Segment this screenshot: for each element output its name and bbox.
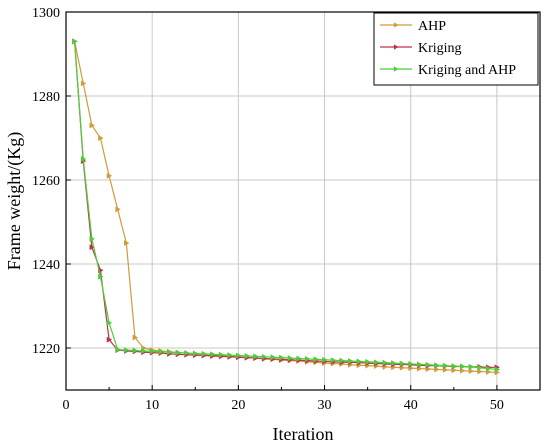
data-point [373,359,380,366]
data-point [115,206,121,213]
data-point [408,360,414,367]
data-point [158,348,164,355]
legend-item: Kriging [380,41,462,56]
data-point [106,172,113,179]
data-point [80,155,87,163]
data-point [460,363,466,370]
data-point [253,353,259,360]
series-kriging-and-ahp [72,38,501,373]
data-point [382,359,388,366]
data-point [468,368,475,375]
data-point [477,364,483,371]
x-tick-label: 40 [404,398,418,413]
data-point [485,365,492,372]
data-point [106,336,113,343]
legend-label: Kriging [418,41,462,56]
axis-ticks: 0 10 20 30 40 50 1220 1240 1260 1280 1300 [32,6,504,413]
data-point [451,363,457,370]
legend: AHP Kriging Kriging and AHP [373,12,539,86]
series-group [72,38,501,376]
data-point [89,122,95,129]
data-point [477,368,483,375]
data-point [270,354,276,361]
data-point [442,366,449,373]
data-point [434,366,440,373]
legend-item: Kriging and AHP [380,63,516,78]
data-point [132,334,139,341]
data-point [115,346,121,353]
series-kriging [72,38,501,371]
legend-label: Kriging and AHP [418,63,516,78]
data-point [149,348,156,355]
data-point [296,355,302,362]
legend-label: AHP [418,19,446,34]
data-point [89,235,95,242]
data-point [98,273,104,280]
data-point [399,360,406,367]
legend-marker [393,66,399,72]
legend-item: AHP [380,19,446,34]
data-point [123,239,130,247]
y-tick-label: 1280 [32,90,60,105]
x-axis-title: Iteration [273,424,334,444]
data-point [468,363,475,370]
data-point [348,357,354,365]
data-point [442,362,449,369]
x-tick-label: 30 [318,398,332,413]
data-point [322,356,328,363]
y-tick-label: 1300 [32,6,60,21]
data-point [339,357,345,364]
legend-marker [393,44,399,50]
data-point [106,319,113,326]
series-ahp [72,38,501,376]
data-point [494,366,501,373]
data-point [304,355,311,362]
x-tick-label: 10 [145,398,159,413]
data-point [89,244,95,251]
data-point [356,358,363,365]
y-axis-title: Frame weight/(Kg) [4,132,25,270]
data-point [98,134,104,142]
data-point [236,352,242,359]
data-point [184,350,190,357]
x-tick-label: 20 [231,398,245,413]
data-point [141,347,147,354]
data-point [287,355,294,362]
data-point [72,38,78,45]
y-tick-label: 1260 [32,174,60,189]
series-line [74,41,497,368]
plot-frame [65,11,541,391]
data-point [330,357,337,364]
data-point [192,350,199,357]
data-point [80,80,87,87]
data-point [218,351,225,358]
data-point [261,353,268,360]
legend-marker [393,22,399,28]
data-point [167,349,173,356]
y-tick-label: 1220 [32,342,60,357]
series-line [74,41,497,371]
data-point [244,352,251,360]
data-point [434,362,440,369]
data-point [451,367,457,374]
data-point [201,350,208,357]
data-point [210,351,216,358]
data-point [365,358,371,365]
x-tick-label: 0 [63,398,70,413]
data-point [123,347,130,354]
data-point [227,352,233,359]
series-line [74,41,497,373]
x-tick-label: 50 [490,398,504,413]
y-tick-label: 1240 [32,258,60,273]
data-point [425,361,432,368]
data-point [279,354,285,361]
data-point [417,361,423,368]
data-point [175,349,182,356]
data-point [313,356,320,363]
data-point [460,367,466,374]
data-point [391,360,397,367]
data-point [132,347,139,354]
